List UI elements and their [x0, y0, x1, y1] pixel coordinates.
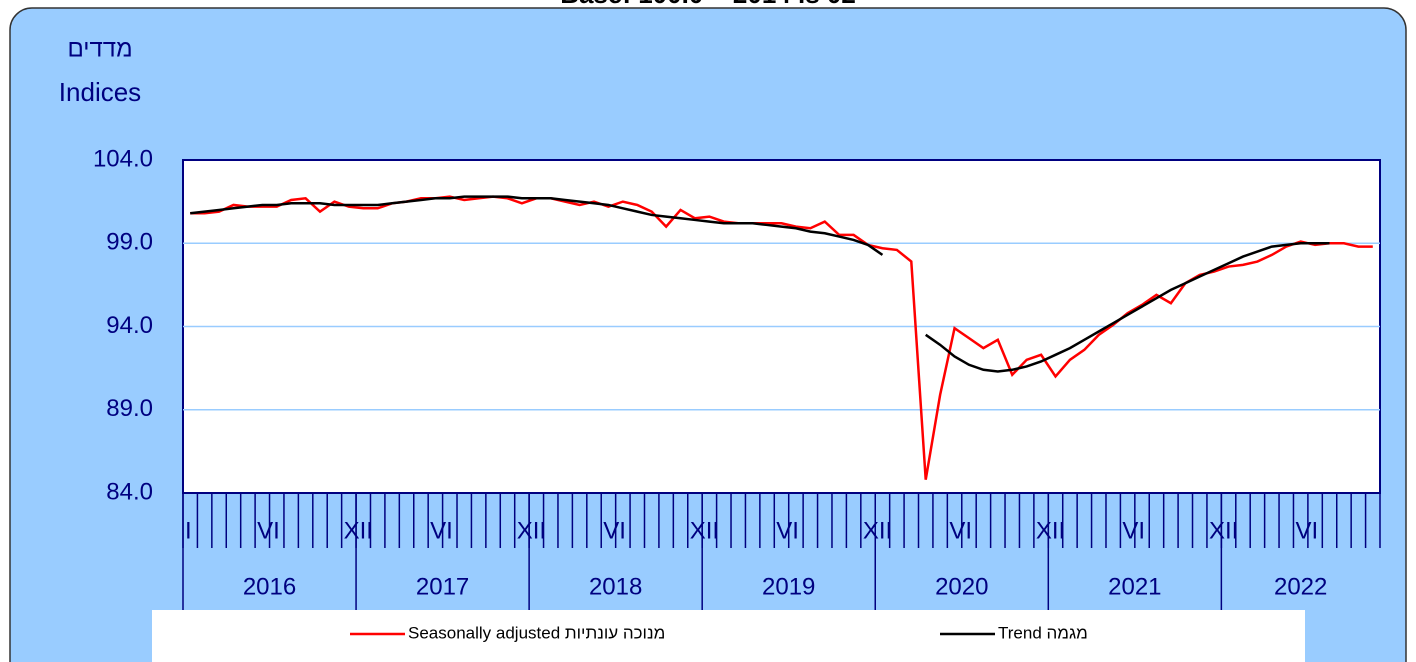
x-tick-label: VI	[1122, 517, 1145, 544]
x-tick-label: XII	[863, 517, 892, 544]
y-tick-label: 89.0	[106, 395, 153, 422]
y-label-he: מדדים	[67, 35, 132, 62]
x-tick-label: VI	[776, 517, 799, 544]
x-tick-label: I	[185, 517, 192, 544]
legend	[152, 610, 1305, 662]
legend-label: Seasonally adjusted מנוכה עונתיות	[408, 623, 665, 642]
x-tick-label: VI	[1295, 517, 1318, 544]
x-tick-label: XII	[690, 517, 719, 544]
x-tick-label: XII	[344, 517, 373, 544]
y-tick-label: 99.0	[106, 229, 153, 256]
year-label: 2019	[762, 573, 815, 600]
x-tick-label: XII	[1036, 517, 1065, 544]
series-line	[190, 195, 884, 256]
year-label: 2018	[589, 573, 642, 600]
legend-label: Trend מגמה	[998, 623, 1088, 642]
year-label: 2022	[1274, 573, 1327, 600]
year-label: 2016	[243, 573, 296, 600]
y-tick-label: 94.0	[106, 312, 153, 339]
year-label: 2017	[416, 573, 469, 600]
year-label: 2021	[1108, 573, 1161, 600]
series-line	[925, 242, 1330, 373]
x-tick-label: XII	[517, 517, 546, 544]
x-tick-label: VI	[257, 517, 280, 544]
y-label: Indices	[59, 77, 141, 107]
x-tick-label: VI	[603, 517, 626, 544]
y-tick-label: 104.0	[93, 145, 153, 172]
chart-title: Base: 100.0 = 2014 ls 02	[560, 0, 856, 9]
x-tick-label: VI	[430, 517, 453, 544]
x-tick-label: VI	[949, 517, 972, 544]
year-label: 2020	[935, 573, 988, 600]
x-tick-label: XII	[1209, 517, 1238, 544]
y-tick-label: 84.0	[106, 478, 153, 505]
